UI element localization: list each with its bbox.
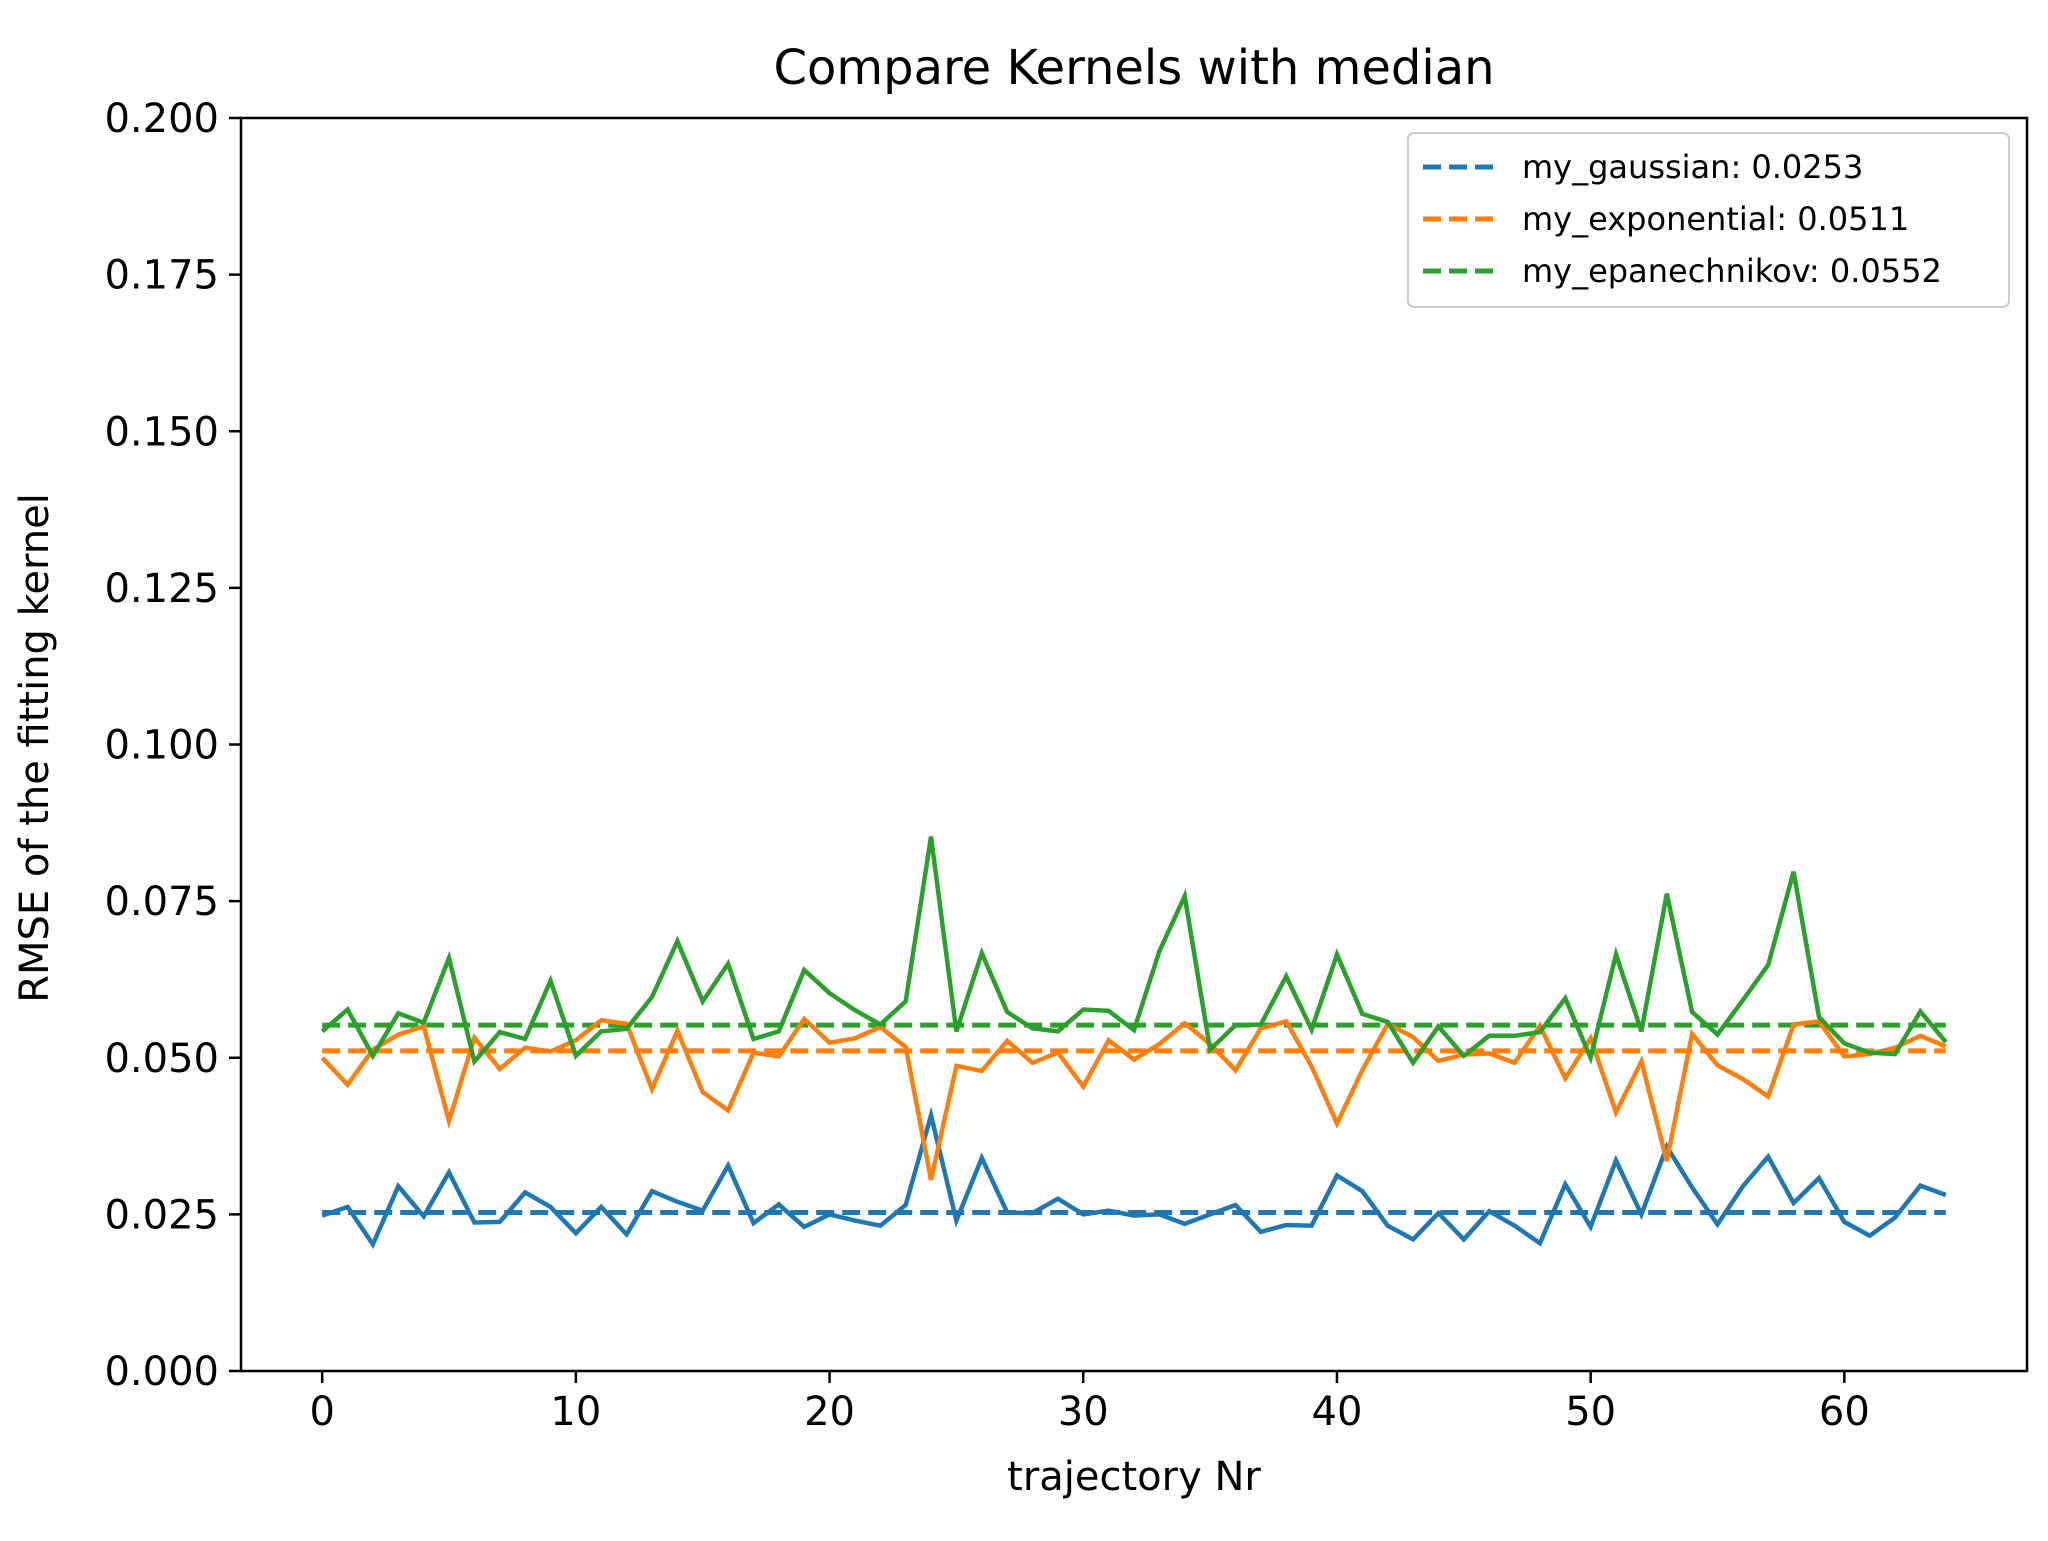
y-tick-label: 0.175 bbox=[104, 253, 219, 299]
x-tick-label: 30 bbox=[1058, 1389, 1109, 1435]
y-tick-label: 0.100 bbox=[104, 723, 219, 769]
legend-label-gaussian: my_gaussian: 0.0253 bbox=[1522, 148, 1863, 186]
x-tick-label: 50 bbox=[1565, 1389, 1616, 1435]
y-tick-label: 0.125 bbox=[104, 566, 219, 612]
y-tick-label: 0.150 bbox=[104, 409, 219, 455]
axes-ticks: 0 10 20 30 40 50 60 0.000 0.025 0.050 0.075 0.100 0.… bbox=[104, 96, 1869, 1435]
series-line-epanechnikov bbox=[320, 836, 1948, 1067]
y-tick-label: 0.025 bbox=[104, 1192, 219, 1238]
x-tick-label: 60 bbox=[1819, 1389, 1870, 1435]
series-lines bbox=[320, 836, 1948, 1250]
y-tick-label: 0.075 bbox=[104, 879, 219, 925]
x-axis-label: trajectory Nr bbox=[1007, 1454, 1261, 1500]
legend-label-epanechnikov: my_epanechnikov: 0.0552 bbox=[1522, 252, 1942, 290]
y-tick-label: 0.000 bbox=[104, 1349, 219, 1395]
plot-area-frame bbox=[239, 116, 2029, 1373]
legend-label-exponential: my_exponential: 0.0511 bbox=[1522, 200, 1909, 238]
x-tick-label: 20 bbox=[804, 1389, 855, 1435]
y-axis-label: RMSE of the fitting kernel bbox=[12, 493, 58, 1003]
series-line-gaussian bbox=[321, 1106, 1947, 1250]
y-tick-label: 0.050 bbox=[104, 1036, 219, 1082]
chart-title: Compare Kernels with median bbox=[773, 40, 1494, 96]
x-tick-label: 40 bbox=[1312, 1389, 1363, 1435]
x-tick-label: 0 bbox=[309, 1389, 334, 1435]
legend-box bbox=[1407, 132, 2010, 308]
series-line-exponential bbox=[320, 1015, 1947, 1181]
legend: my_gaussian: 0.0253 my_exponential: 0.05… bbox=[1407, 132, 2010, 308]
x-tick-label: 10 bbox=[550, 1389, 601, 1435]
y-tick-label: 0.200 bbox=[104, 96, 219, 142]
